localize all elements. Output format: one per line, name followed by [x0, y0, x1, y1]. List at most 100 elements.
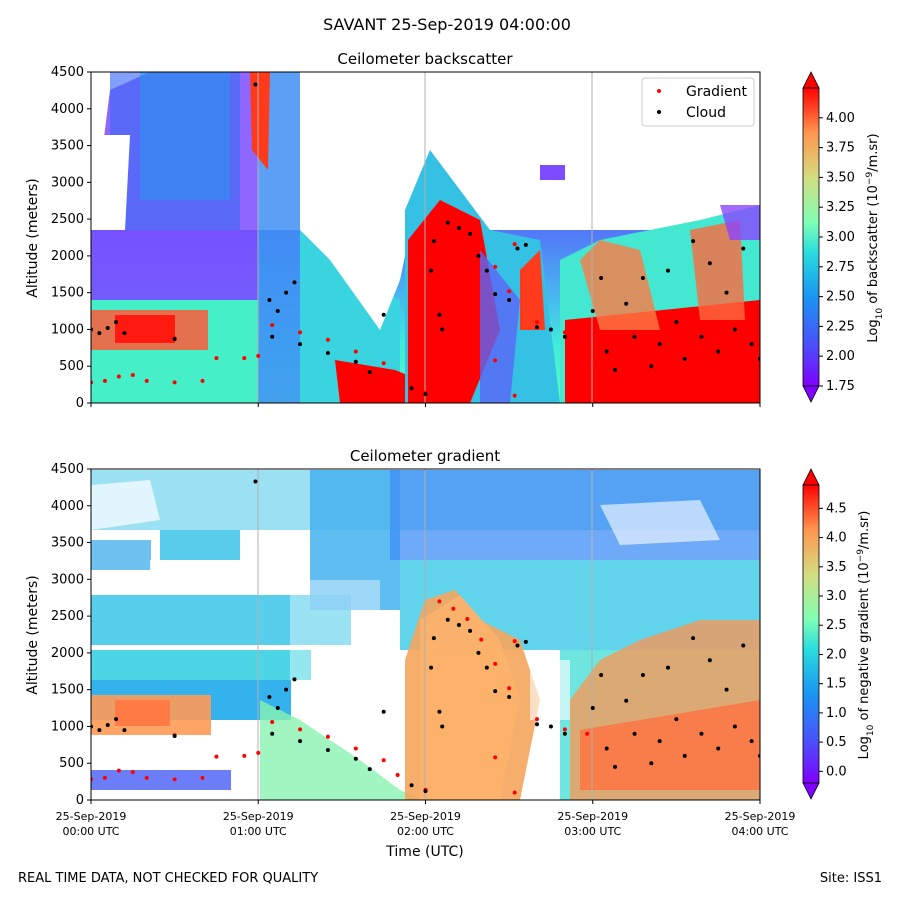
cloud-point: [429, 268, 434, 273]
cloud-point: [724, 290, 729, 295]
gradient-point: [493, 358, 498, 363]
colorbar-tick-label: 4.0: [826, 531, 847, 546]
cloud-point: [381, 709, 386, 714]
cloud-point: [493, 689, 498, 694]
cloud-point: [381, 312, 386, 317]
cloud-point: [367, 370, 372, 375]
gradient-point: [256, 750, 261, 755]
cloud-point: [632, 334, 637, 339]
gradient-point: [144, 775, 149, 780]
cloud-point: [325, 747, 330, 752]
colorbar-tick-label: 2.5: [826, 618, 847, 633]
panel-title-gradient: Ceilometer gradient: [350, 447, 500, 465]
x-tick-label-date: 25-Sep-2019: [56, 810, 127, 823]
colorbar-label-gradient: Log10 of negative gradient (10−9/m.sr): [856, 511, 876, 760]
y-tick-label: 2000: [51, 249, 84, 264]
grid-gradient: [257, 469, 593, 800]
colorbar-tick-label: 0.5: [826, 735, 847, 750]
gradient-point: [535, 320, 539, 325]
gradient-point: [116, 768, 121, 773]
cloud-point: [114, 717, 119, 722]
cloud-point: [122, 331, 127, 336]
cloud-point: [468, 628, 473, 633]
cloud-point: [716, 349, 721, 354]
y-tick-label: 0: [76, 793, 84, 808]
cloud-point: [298, 739, 303, 744]
cloud-point: [640, 672, 645, 677]
colorbar-tick-label: 4.00: [826, 111, 855, 126]
gradient-point: [130, 373, 135, 378]
colorbar-tick-label: 3.25: [826, 200, 855, 215]
gradient-point: [512, 790, 517, 795]
gradient-point: [507, 686, 512, 691]
gradient-point: [479, 637, 484, 642]
legend: Gradient Cloud: [641, 77, 755, 127]
cloud-point: [604, 349, 609, 354]
legend-label-cloud: Cloud: [686, 105, 726, 121]
colorbar-tick-label: 3.75: [826, 141, 855, 156]
gradient-point: [395, 772, 400, 777]
gradient-point: [395, 375, 400, 380]
cloud-point: [666, 665, 671, 670]
cloud-point: [599, 672, 604, 677]
gradient-point: [200, 378, 205, 383]
x-ticks-backscatter: [90, 403, 761, 407]
gradient-point: [437, 599, 442, 604]
cloud-point: [741, 246, 746, 251]
cloud-point: [484, 268, 489, 273]
footer-disclaimer: REAL TIME DATA, NOT CHECKED FOR QUALITY: [18, 871, 318, 886]
gradient-point: [116, 374, 121, 379]
panel-backscatter: Ceilometer backscatter: [25, 50, 885, 411]
cloud-point: [270, 731, 275, 736]
gradient-point: [585, 731, 590, 736]
gradient-point: [325, 337, 330, 342]
y-tick-label: 4500: [51, 462, 84, 477]
gradient-point: [493, 264, 498, 269]
y-tick-label: 500: [59, 756, 84, 771]
y-tick-label: 500: [59, 359, 84, 374]
colorbar-ticks-gradient: 0.0 0.5 1.0 1.5 2.0 2.5 3.0 3.5 4.0 4.5: [819, 501, 847, 779]
cloud-point: [484, 665, 489, 670]
gradient-point: [102, 378, 107, 383]
cloud-point: [613, 367, 618, 372]
cloud-point: [431, 636, 436, 641]
cloud-point: [476, 650, 481, 655]
colorbar-tick-label: 2.00: [826, 349, 855, 364]
cloud-point: [716, 746, 721, 751]
y-tick-label: 1000: [51, 719, 84, 734]
cloud-point: [267, 298, 272, 303]
cloud-point: [409, 386, 414, 391]
backscatter-field: [91, 72, 760, 403]
gradient-point: [512, 242, 517, 247]
gradient-point: [465, 220, 470, 225]
colorbar-tick-label: 1.5: [826, 677, 847, 692]
colorbar-tick-label: 3.0: [826, 589, 847, 604]
footer-site: Site: ISS1: [820, 871, 882, 886]
colorbar-tick-label: 2.0: [826, 647, 847, 662]
cloud-point: [515, 643, 520, 648]
cloud-point: [604, 746, 609, 751]
colorbar-tick-label: 4.5: [826, 501, 847, 516]
gradient-point: [512, 393, 517, 398]
cloud-point: [172, 734, 177, 739]
cloud-point: [325, 350, 330, 355]
cloud-point: [674, 320, 679, 325]
cloud-point: [456, 622, 461, 627]
y-tick-label: 1500: [51, 286, 84, 301]
gradient-point: [585, 334, 590, 339]
legend-label-gradient: Gradient: [686, 84, 747, 100]
gradient-point: [451, 209, 456, 214]
gradient-point: [270, 323, 275, 328]
cloud-point: [699, 334, 704, 339]
colorbar-tick-label: 2.25: [826, 319, 855, 334]
cloud-point: [284, 687, 289, 692]
cloud-point: [674, 717, 679, 722]
figure-title: SAVANT 25-Sep-2019 04:00:00: [323, 15, 571, 34]
cloud-point: [284, 290, 289, 295]
cloud-point: [649, 761, 654, 766]
gradient-point: [493, 755, 498, 760]
cloud-point: [429, 665, 434, 670]
cloud-point: [632, 731, 637, 736]
cloud-point: [666, 268, 671, 273]
gradient-point: [535, 717, 539, 722]
